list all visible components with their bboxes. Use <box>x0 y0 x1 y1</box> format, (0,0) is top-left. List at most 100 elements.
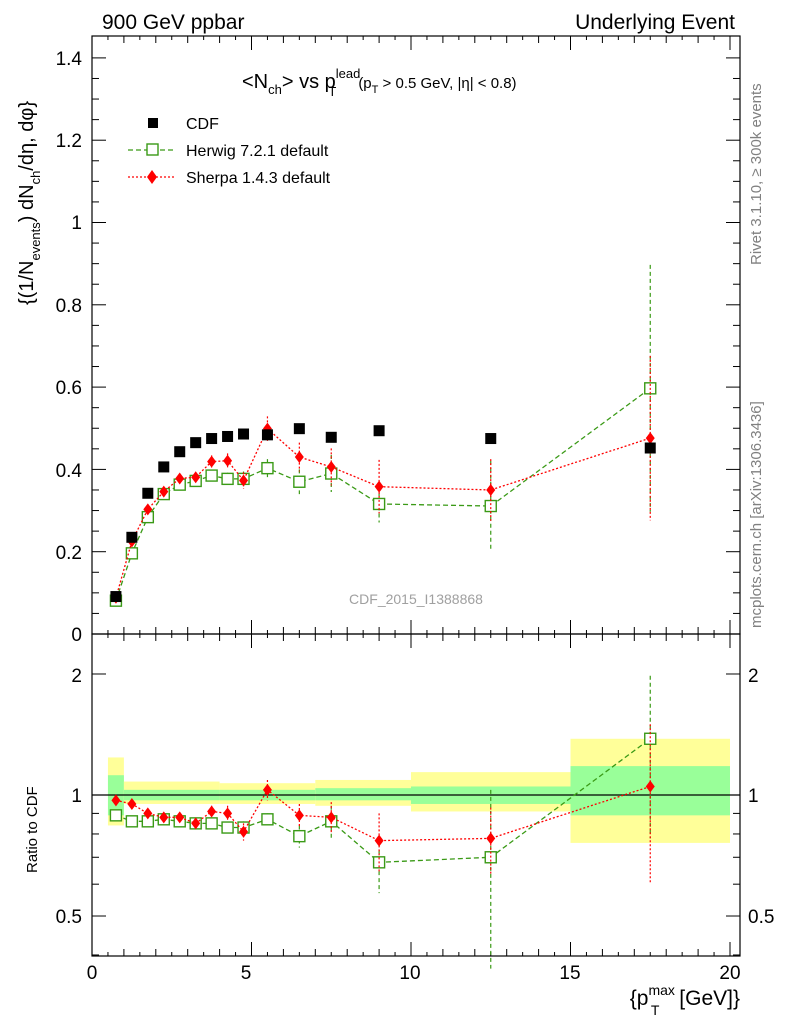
analysis-watermark: CDF_2015_I1388868 <box>349 591 483 607</box>
legend-sherpa-marker <box>147 170 157 184</box>
sherpa-point <box>326 460 336 473</box>
main-ytick-label: 1.4 <box>56 49 83 70</box>
legend-cdf-label: CDF <box>186 116 219 133</box>
cdf-point <box>644 442 656 454</box>
ratio-ytick-label: 1 <box>71 786 82 807</box>
ratio-sherpa-point <box>175 811 185 824</box>
header-left: 900 GeV ppbar <box>102 11 244 34</box>
main-ytick-label: 0.8 <box>56 296 82 317</box>
ratio-herwig-point <box>205 817 218 830</box>
ratio-sherpa-point <box>159 811 169 824</box>
main-y-tick-labels: 0 0.2 0.4 0.6 0.8 1 1.2 1.4 <box>56 49 83 646</box>
cdf-point <box>222 430 234 442</box>
legend: CDF Herwig 7.2.1 default Sherpa 1.4.3 de… <box>128 116 331 187</box>
ratio-ytick-label: 0.5 <box>56 907 82 928</box>
ratio-y-axis-label: Ratio to CDF <box>24 786 41 873</box>
cdf-point <box>325 431 337 443</box>
x-axis-label: {pmax T [GeV]} <box>630 982 740 1018</box>
legend-herwig-marker <box>146 143 159 156</box>
cdf-point <box>174 446 186 458</box>
legend-sherpa-label: Sherpa 1.4.3 default <box>186 170 331 187</box>
ratio-herwig-point <box>293 829 306 843</box>
ratio-herwig-point <box>221 821 234 834</box>
sherpa-point <box>223 454 233 467</box>
ratio-sherpa-point <box>326 811 336 824</box>
ratio-sherpa-point <box>111 794 121 807</box>
sherpa-point <box>207 455 217 468</box>
herwig-point <box>293 475 306 488</box>
ratio-ytick-label-right: 1 <box>748 786 759 807</box>
ratio-y-tick-labels-left: 0.5 1 2 <box>56 666 82 928</box>
cdf-point <box>373 425 385 437</box>
ratio-herwig-point <box>109 809 123 822</box>
herwig-line <box>115 387 651 601</box>
ratio-ytick-label: 2 <box>71 666 82 687</box>
xtick-label: 10 <box>399 963 420 984</box>
cdf-point <box>126 531 138 543</box>
ratio-sherpa-point <box>223 807 233 820</box>
ratio-herwig-point <box>261 813 274 826</box>
ratio-sherpa-point <box>645 780 655 793</box>
main-y-axis-label: {(1/Nevents) dNch/dη, dφ} <box>16 101 43 305</box>
ratio-ytick-label-right: 2 <box>748 666 759 687</box>
mcplots-label: mcplots.cern.ch [arXiv:1306.3436] <box>748 401 765 628</box>
sherpa-point <box>191 471 201 484</box>
cdf-point <box>190 437 202 449</box>
cdf-point <box>238 428 250 440</box>
ratio-y-tick-labels-right: 0.5 1 2 <box>748 666 774 928</box>
plot-title: <Nch> vs plead T (pT > 0.5 GeV, |η| < 0.8) <box>242 66 517 99</box>
cdf-point <box>142 487 154 499</box>
main-ytick-label: 0.6 <box>56 378 82 399</box>
ratio-sherpa-point <box>191 817 201 830</box>
ratio-uncertainty-bands <box>107 738 730 843</box>
main-ytick-label: 0.4 <box>56 461 83 482</box>
ratio-sherpa-point <box>486 832 496 845</box>
ratio-sherpa-point <box>262 783 272 796</box>
ratio-sherpa-point <box>143 807 153 820</box>
main-cdf-series <box>110 423 656 603</box>
main-ytick-label: 1.2 <box>56 131 82 152</box>
ratio-herwig-point <box>125 815 139 828</box>
sherpa-point <box>374 480 384 493</box>
herwig-point <box>484 499 497 513</box>
herwig-point <box>205 469 218 482</box>
ratio-sherpa-point <box>239 825 249 838</box>
xtick-label: 20 <box>719 963 740 984</box>
herwig-point <box>261 461 274 475</box>
sherpa-point <box>645 432 655 445</box>
cdf-point <box>206 433 218 445</box>
sherpa-point <box>486 483 496 496</box>
ratio-sherpa-series <box>111 724 655 885</box>
header-right: Underlying Event <box>575 11 735 34</box>
cdf-point <box>261 429 273 441</box>
ratio-sherpa-point <box>127 797 137 810</box>
herwig-point <box>125 547 139 560</box>
sherpa-point <box>143 503 153 516</box>
rivet-label: Rivet 3.1.10, ≥ 300k events <box>748 83 765 265</box>
sherpa-line <box>115 427 651 598</box>
xtick-label: 5 <box>241 963 252 984</box>
sherpa-point <box>294 451 304 464</box>
cdf-point <box>293 423 305 435</box>
ratio-sherpa-point <box>294 809 304 822</box>
xtick-label: 15 <box>559 963 580 984</box>
legend-herwig-label: Herwig 7.2.1 default <box>186 143 329 160</box>
main-ytick-label: 1 <box>71 213 82 234</box>
axis-ticks <box>91 36 740 956</box>
ratio-sherpa-point <box>374 834 384 847</box>
xtick-label: 0 <box>87 963 98 984</box>
ratio-ytick-label-right: 0.5 <box>748 907 774 928</box>
main-ytick-label: 0 <box>71 625 82 646</box>
sherpa-point <box>239 474 249 487</box>
x-tick-labels: 0 5 10 15 20 <box>87 963 741 984</box>
sherpa-point <box>175 472 185 485</box>
legend-cdf-marker <box>148 118 158 128</box>
cdf-point <box>158 461 170 473</box>
band-inner <box>315 788 411 801</box>
cdf-point <box>110 591 122 603</box>
herwig-point <box>221 472 234 486</box>
ratio-herwig-point <box>644 732 657 745</box>
main-ytick-label: 0.2 <box>56 543 82 564</box>
ratio-sherpa-point <box>207 805 217 818</box>
